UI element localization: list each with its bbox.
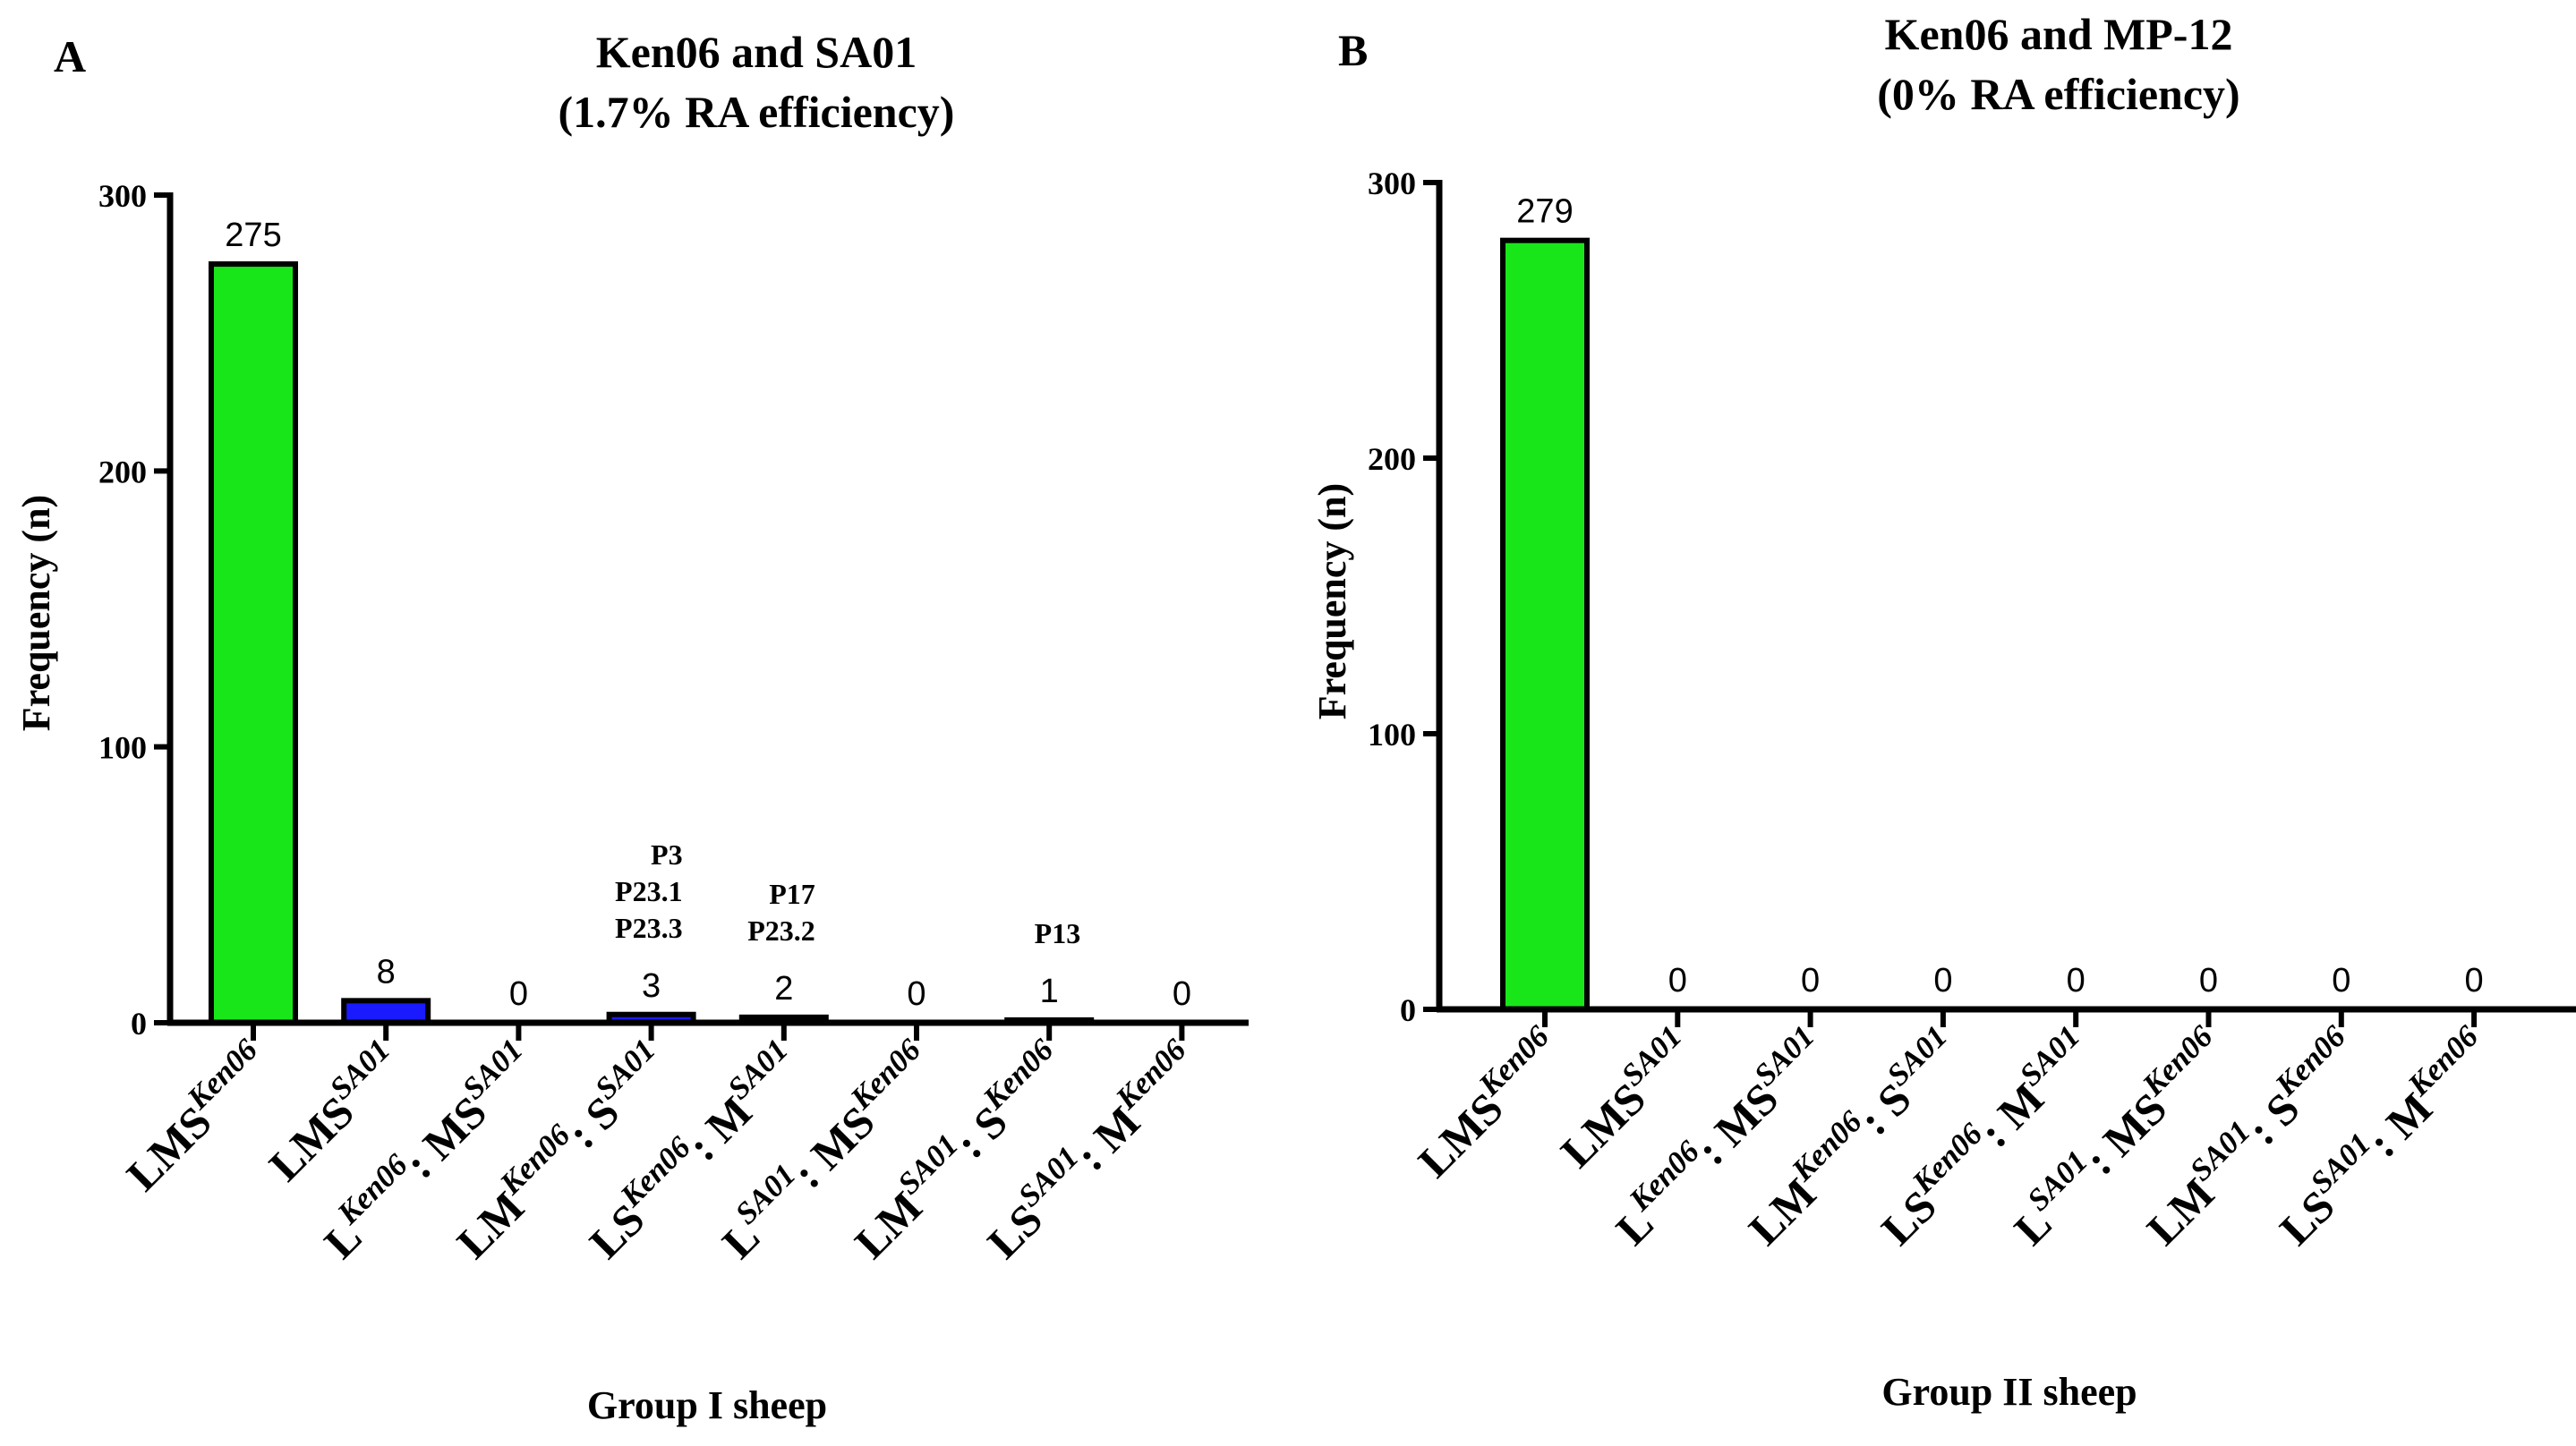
panel-b-title-line-2: (0% RA efficiency): [1877, 69, 2239, 119]
panel-b-value-label: 0: [2199, 962, 2218, 999]
panel-b-value-label: 0: [1933, 962, 1952, 999]
panel-b-y-axis-title: Frequency (n): [1310, 483, 1354, 719]
panel-a-bar: [209, 261, 298, 1026]
panel-a-value-label: 0: [509, 975, 528, 1013]
panel-a-passage-annotation: P23.2: [747, 914, 815, 947]
panel-a-value-label: 275: [225, 217, 281, 254]
panel-a-x-axis-title: Group I sheep: [587, 1383, 827, 1427]
panel-b-category-label: LMSKen06: [1403, 1018, 1572, 1187]
panel-a-y-axis-title: Frequency (n): [14, 495, 58, 731]
panel-a-value-label: 0: [907, 975, 925, 1013]
panel-a-title-line-2: (1.7% RA efficiency): [559, 87, 955, 137]
panel-a-passage-annotation: P3: [651, 838, 683, 871]
panel-a-passage-annotation: P23.3: [615, 912, 683, 944]
panel-b-y-tick-label: 0: [1400, 992, 1416, 1028]
panel-b-bar: [1500, 237, 1590, 1012]
panel-b-value-label: 0: [2067, 962, 2086, 999]
panel-b-x-axis-title: Group II sheep: [1881, 1370, 2137, 1414]
panel-a-category-label: LMSKen06: [112, 1032, 280, 1200]
panel-a-passage-annotation: P23.1: [615, 875, 683, 907]
panel-a-value-label: 2: [774, 970, 793, 1008]
panel-a-value-label: 8: [377, 953, 396, 991]
panel-b-title-line-1: Ken06 and MP-12: [1885, 9, 2233, 59]
panel-a-title-line-1: Ken06 and SA01: [596, 27, 917, 77]
panel-a-passage-annotation: P17: [769, 878, 815, 910]
panel-b-y-tick-label: 100: [1368, 717, 1416, 753]
panel-b-value-label: 0: [1668, 962, 1687, 999]
panel-b-y-tick-label: 300: [1368, 166, 1416, 201]
panel-a-bar: [341, 998, 431, 1026]
panel-a-y-tick-label: 100: [98, 730, 147, 766]
panel-a-passage-annotation: P13: [1035, 917, 1081, 949]
panel-a-letter: A: [54, 31, 86, 81]
panel-a-value-label: 0: [1173, 975, 1191, 1013]
panel-b-value-label: 279: [1516, 193, 1573, 231]
panel-a-y-tick-label: 0: [131, 1006, 147, 1042]
panel-a-value-label: 1: [1040, 973, 1059, 1010]
panel-b-value-label: 0: [1801, 962, 1820, 999]
panel-a-y-tick-label: 300: [98, 178, 147, 214]
panel-b-letter: B: [1338, 25, 1368, 75]
panel-b-value-label: 0: [2332, 962, 2350, 999]
panel-a-value-label: 3: [642, 967, 661, 1005]
panel-b-value-label: 0: [2465, 962, 2484, 999]
panel-b-y-tick-label: 200: [1368, 441, 1416, 477]
panel-a-y-tick-label: 200: [98, 454, 147, 489]
